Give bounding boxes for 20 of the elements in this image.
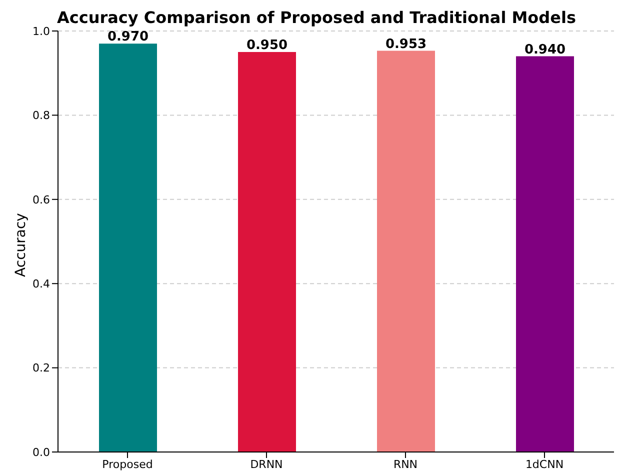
x-tick-label: RNN — [393, 458, 418, 471]
data-label: 0.940 — [524, 42, 566, 58]
bar — [516, 56, 574, 452]
y-tick-label: 0.8 — [32, 109, 50, 122]
x-tick-label: DRNN — [250, 458, 283, 471]
data-label: 0.953 — [385, 36, 427, 52]
data-label: 0.970 — [107, 30, 149, 45]
bar — [99, 44, 157, 452]
x-tick-label: 1dCNN — [525, 458, 564, 471]
y-axis-title: Accuracy — [13, 213, 29, 277]
y-tick-label: 1.0 — [32, 24, 50, 38]
y-tick-label: 0.6 — [32, 193, 50, 206]
chart-title: Accuracy Comparison of Proposed and Traditional Models — [57, 8, 576, 27]
y-tick-label: 0.4 — [32, 278, 50, 291]
y-tick-label: 0.0 — [32, 446, 50, 459]
bar — [377, 50, 435, 452]
x-tick-label: Proposed — [102, 458, 153, 471]
data-label: 0.950 — [246, 38, 288, 54]
y-tick-label: 0.2 — [32, 362, 50, 375]
bar — [238, 52, 296, 452]
